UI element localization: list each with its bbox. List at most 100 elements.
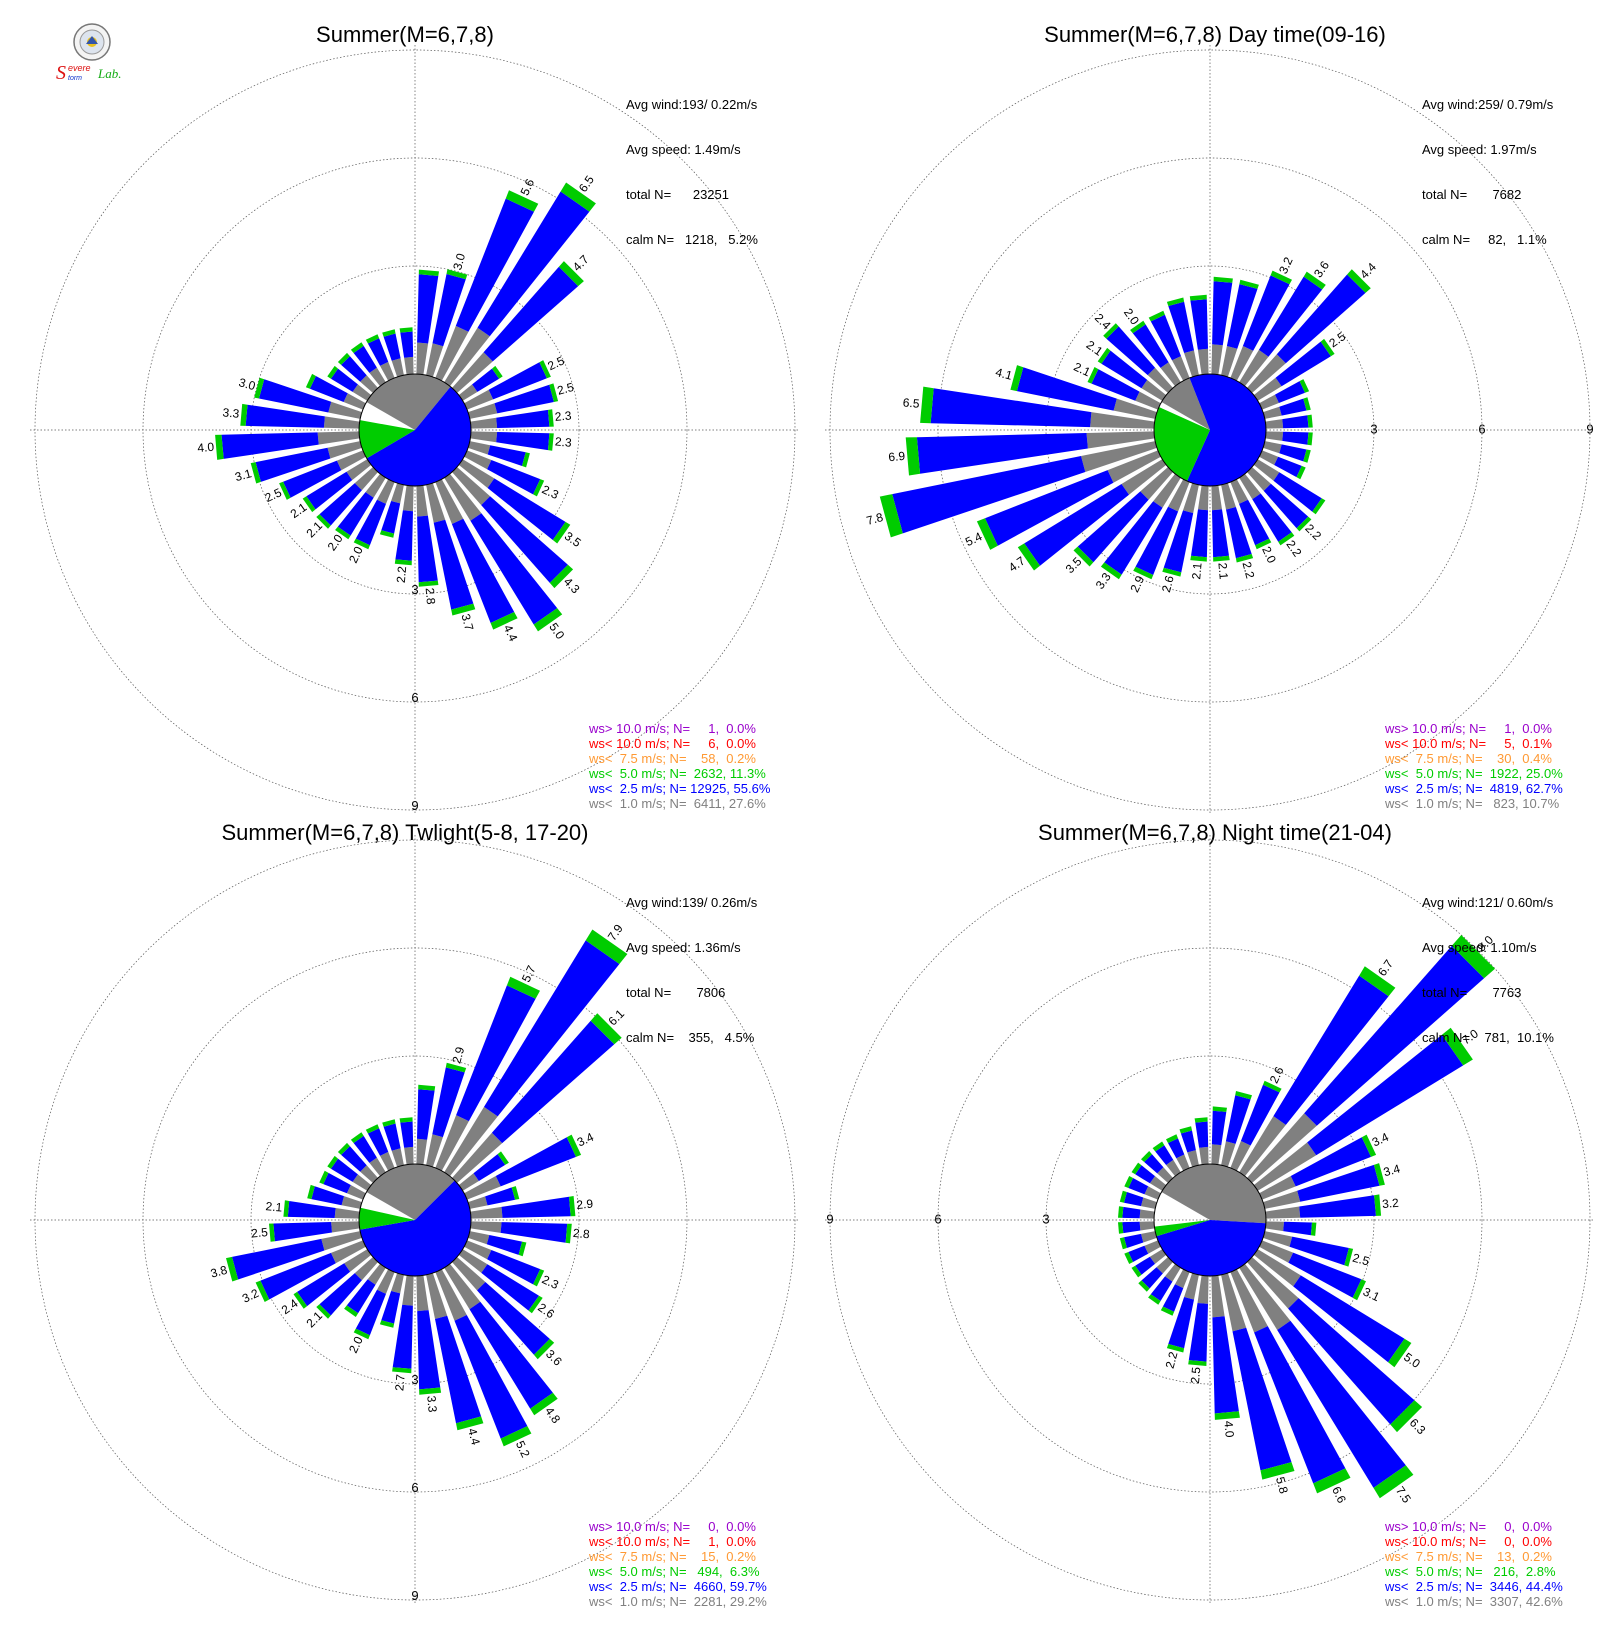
sector-band-calm bbox=[391, 358, 404, 377]
sector-label: 3.2 bbox=[1382, 1196, 1400, 1211]
sector-band-calm bbox=[360, 1165, 378, 1183]
sector-band-calm bbox=[391, 1273, 404, 1294]
sector-band-calm bbox=[1211, 344, 1223, 375]
sector-band-3 bbox=[1303, 271, 1326, 290]
sector-band-3 bbox=[533, 479, 545, 497]
sector-label: 3.4 bbox=[1370, 1130, 1391, 1150]
sector-band-3 bbox=[1162, 567, 1182, 577]
sector-band-2 bbox=[916, 433, 1088, 474]
sector-band-calm bbox=[1259, 394, 1279, 410]
legend-item: ws< 5.0 m/s; N= 1922, 25.0% bbox=[1385, 766, 1563, 781]
legend-item: ws< 10.0 m/s; N= 5, 0.1% bbox=[1385, 736, 1552, 751]
sector-band-2 bbox=[432, 274, 466, 347]
sector-band-calm bbox=[369, 1157, 386, 1177]
sector-band-2 bbox=[353, 1135, 377, 1163]
sector-band-calm bbox=[464, 1240, 492, 1260]
sector-band-calm bbox=[1230, 1269, 1268, 1333]
legend-item: ws< 7.5 m/s; N= 13, 0.2% bbox=[1385, 1549, 1552, 1564]
chart-title: Summer(M=6,7,8) Night time(21-04) bbox=[1038, 820, 1392, 845]
sector-band-3 bbox=[1296, 516, 1312, 532]
sector-band-3 bbox=[1119, 1190, 1127, 1203]
sector-band-calm bbox=[1230, 1141, 1251, 1171]
sector-band-3 bbox=[1087, 367, 1099, 384]
sector-band-2 bbox=[1195, 1121, 1209, 1148]
sector-label: 3.5 bbox=[562, 529, 584, 550]
ring-label: 3 bbox=[1370, 421, 1377, 436]
sector-band-calm bbox=[1086, 431, 1155, 449]
legend-item: ws< 2.5 m/s; N= 4660, 59.7% bbox=[589, 1579, 767, 1594]
sector-band-2 bbox=[341, 356, 367, 382]
sector-band-2 bbox=[487, 1250, 541, 1285]
sector-band-3 bbox=[379, 1320, 395, 1328]
wind-rose-panel-twilight: Summer(M=6,7,8) Twlight(5-8, 17-20) 2.9 5… bbox=[0, 820, 810, 1640]
sector-band-2 bbox=[1135, 506, 1179, 575]
sector-band-3 bbox=[353, 1328, 370, 1340]
sector-band-3 bbox=[1138, 1280, 1150, 1292]
sector-band-calm bbox=[380, 1151, 395, 1171]
sector-band-2 bbox=[287, 1201, 336, 1218]
calm-n-text: calm N= 1218, 5.2% bbox=[626, 232, 758, 247]
sector-band-3 bbox=[283, 1200, 290, 1217]
sector-band-2 bbox=[985, 470, 1114, 546]
calm-circle bbox=[358, 1163, 472, 1277]
sector-band-2 bbox=[395, 510, 413, 561]
sector-band-calm bbox=[1263, 1231, 1293, 1247]
sector-band-3 bbox=[1190, 555, 1207, 562]
sector-band-calm bbox=[464, 1176, 501, 1200]
sector-label: 3.7 bbox=[458, 612, 476, 632]
sector-band-calm bbox=[1263, 406, 1282, 419]
sector-band-calm bbox=[452, 1132, 503, 1183]
sector-band-2 bbox=[1276, 274, 1366, 364]
sector-band-3 bbox=[254, 377, 265, 399]
sector-band-3 bbox=[560, 182, 596, 212]
sector-label: 3.2 bbox=[1276, 255, 1296, 276]
legend-item: ws< 10.0 m/s; N= 1, 0.0% bbox=[589, 1534, 756, 1549]
ring-label: 9 bbox=[1586, 421, 1593, 436]
sector-band-calm bbox=[1141, 379, 1167, 401]
logo-word-lab: Lab. bbox=[97, 66, 121, 81]
avg-speed-text: Avg speed: 1.36m/s bbox=[626, 940, 741, 955]
sector-band-calm bbox=[1230, 479, 1248, 504]
sector-band-calm bbox=[1263, 441, 1282, 454]
sector-band-3 bbox=[1194, 1117, 1208, 1123]
sector-band-2 bbox=[500, 1222, 568, 1243]
wind-rose-chart: 3.2 3.6 4.42.52.22.22.02.22.12.12.62.93.33… bbox=[825, 45, 1595, 815]
calm-circle bbox=[1153, 373, 1267, 487]
sector-band-2 bbox=[273, 1222, 332, 1242]
sector-band-2 bbox=[456, 985, 536, 1122]
calm-pie-slice-2 bbox=[1187, 374, 1266, 487]
stats-block: Avg wind:193/ 0.22m/s Avg speed: 1.49m/s… bbox=[626, 67, 758, 277]
sector-label: 2.5 bbox=[556, 380, 576, 398]
sector-band-calm bbox=[1149, 1176, 1167, 1191]
sector-band-calm bbox=[1247, 1257, 1299, 1309]
sector-band-2 bbox=[496, 432, 550, 451]
sector-label: 4.4 bbox=[501, 623, 521, 644]
wind-rose-panel-daytime: Summer(M=6,7,8) Day time(09-16) 3.2 3.6 4.… bbox=[810, 0, 1620, 820]
sector-band-3 bbox=[1073, 546, 1094, 567]
sector-band-2 bbox=[496, 409, 550, 428]
sector-band-2 bbox=[1254, 1326, 1346, 1484]
sector-band-2 bbox=[1128, 1245, 1149, 1262]
sector-band-2 bbox=[337, 492, 374, 536]
sector-band-3 bbox=[490, 612, 518, 630]
sector-label: 2.8 bbox=[423, 587, 438, 605]
sector-band-3 bbox=[399, 327, 413, 333]
sector-band-3 bbox=[566, 1134, 582, 1157]
sector-band-calm bbox=[336, 450, 366, 471]
sector-band-2 bbox=[1290, 1137, 1371, 1187]
sector-label: 2.5 bbox=[1188, 1366, 1203, 1384]
sector-band-calm bbox=[391, 1148, 404, 1167]
legend: ws> 10.0 m/s; N= 1, 0.0% ws< 10.0 m/s; N=… bbox=[589, 721, 770, 811]
sector-band-calm bbox=[1265, 431, 1284, 441]
sector-band-3 bbox=[215, 434, 224, 460]
sector-band-3 bbox=[548, 433, 554, 451]
sector-band-3 bbox=[976, 518, 998, 550]
sector-label: 3.0 bbox=[237, 375, 257, 393]
sector-band-calm bbox=[435, 1269, 467, 1321]
ring-label: 6 bbox=[411, 1480, 418, 1495]
sector-band-2 bbox=[309, 376, 348, 402]
sector-band-calm bbox=[1139, 1221, 1155, 1231]
sector-band-calm bbox=[468, 1231, 490, 1245]
sector-band-calm bbox=[1176, 1154, 1190, 1171]
sector-band-2 bbox=[1168, 301, 1194, 353]
